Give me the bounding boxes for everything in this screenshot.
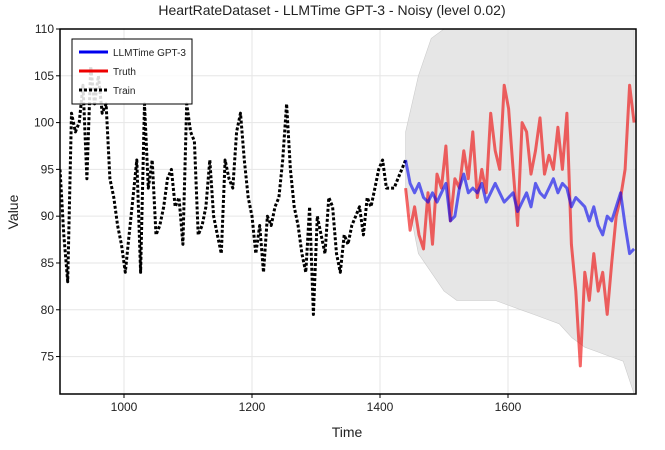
x-axis-label: Time	[332, 424, 363, 440]
x-tick-label: 1000	[111, 400, 138, 414]
x-tick-label: 1600	[495, 400, 522, 414]
legend-label: Train	[113, 86, 135, 97]
y-tick-label: 110	[35, 22, 54, 36]
plot-frame	[59, 28, 637, 395]
series-line-truth	[404, 83, 636, 368]
x-tick-label: 1200	[239, 400, 266, 414]
plot-area: 1000 1200 1400 1600 75 80 85 90 95 100 105 110 LLMTi…	[34, 22, 637, 414]
legend-label: Truth	[113, 67, 136, 78]
y-tick-label: 75	[41, 350, 55, 364]
y-axis-label: Value	[5, 194, 21, 229]
legend: LLMTime GPT-3 Truth Train	[71, 38, 193, 105]
uncertainty-band	[405, 29, 635, 394]
x-tick-label: 1400	[367, 400, 394, 414]
y-tick-label: 85	[41, 256, 55, 270]
legend-label: LLMTime GPT-3	[113, 48, 186, 59]
chart-title: HeartRateDataset - LLMTime GPT-3 - Noisy…	[158, 2, 505, 18]
y-tick-label: 105	[34, 69, 54, 83]
y-tick-label: 90	[41, 209, 55, 223]
y-tick-label: 95	[41, 162, 55, 176]
series-line-train	[60, 64, 407, 316]
y-tick-label: 80	[41, 303, 55, 317]
series-line-llmtime-gpt-3	[404, 159, 636, 256]
y-tick-label: 100	[34, 116, 54, 130]
plot-clipped-group	[60, 29, 636, 394]
